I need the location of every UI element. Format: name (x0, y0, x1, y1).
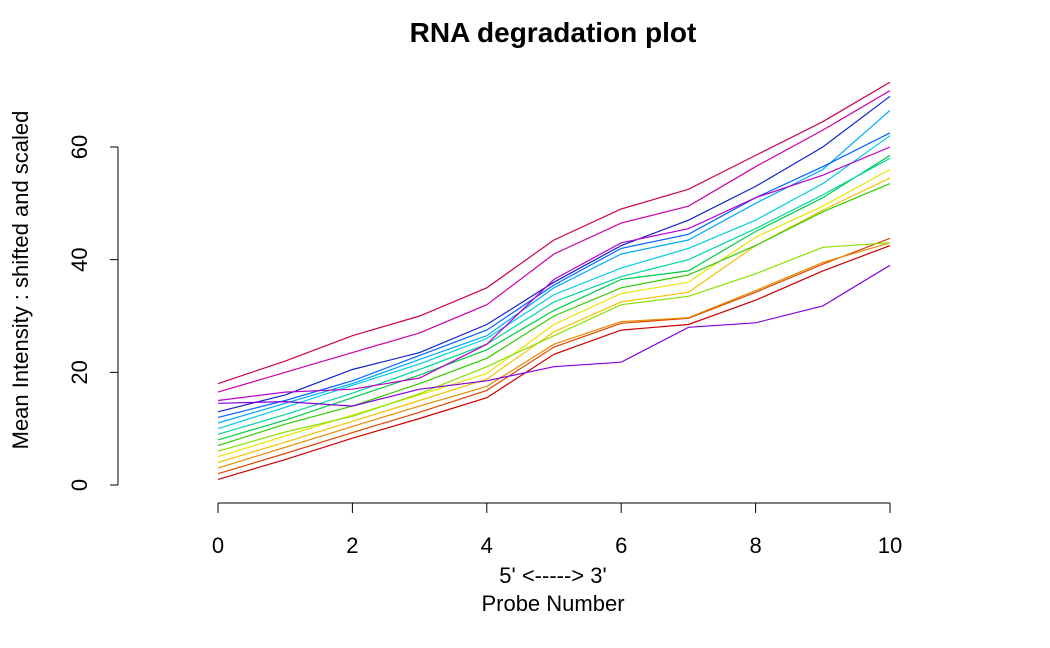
series-line-12 (217, 132, 891, 418)
series-line-3 (217, 242, 891, 469)
x-tick-label: 2 (346, 533, 358, 558)
series-line-13 (217, 95, 891, 413)
series-line-5 (217, 168, 891, 458)
series-line-9 (217, 157, 891, 435)
x-tick-label: 10 (878, 533, 902, 558)
series-line-6 (217, 242, 891, 452)
x-tick-label: 8 (749, 533, 761, 558)
series-line-8 (217, 154, 891, 441)
series-line-7 (217, 183, 891, 447)
y-tick-label: 40 (67, 247, 92, 271)
chart-title: RNA degradation plot (410, 17, 697, 48)
series-line-10 (217, 135, 891, 430)
series-line-17 (217, 81, 891, 385)
series-line-16 (217, 90, 891, 393)
series-line-15 (217, 146, 891, 402)
series-group (217, 81, 891, 480)
series-line-4 (217, 177, 891, 464)
series-line-1 (217, 245, 891, 480)
y-tick-label: 20 (67, 360, 92, 384)
y-axis: 0 20 40 60 (67, 135, 119, 491)
x-axis: 0 2 4 6 8 10 (212, 502, 902, 558)
series-line-14 (217, 264, 891, 407)
x-axis-label: Probe Number (481, 591, 624, 616)
x-tick-label: 6 (615, 533, 627, 558)
series-line-11 (217, 109, 891, 424)
series-line-2 (217, 237, 891, 475)
x-tick-label: 0 (212, 533, 224, 558)
x-tick-label: 4 (481, 533, 493, 558)
y-axis-label: Mean Intensity : shifted and scaled (8, 111, 33, 450)
y-tick-label: 60 (67, 135, 92, 159)
x-axis-label-direction: 5' <-----> 3' (499, 563, 606, 588)
y-tick-label: 0 (67, 479, 92, 491)
